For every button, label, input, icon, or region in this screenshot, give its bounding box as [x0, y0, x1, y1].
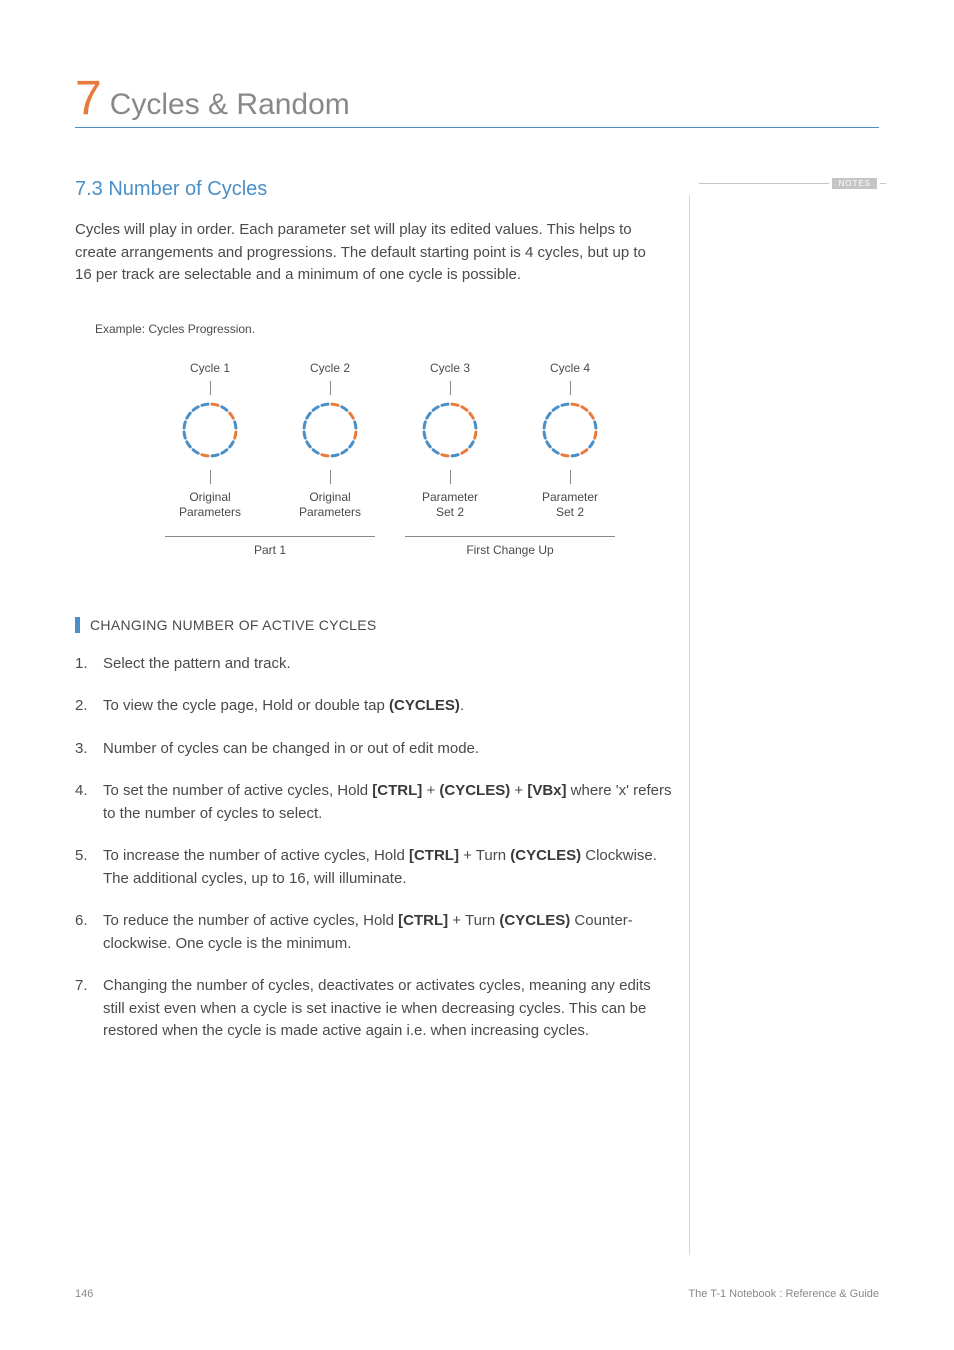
- step-item: 6.To reduce the number of active cycles,…: [75, 910, 675, 955]
- step-body: Number of cycles can be changed in or ou…: [103, 738, 675, 761]
- cycle-top-label: Cycle 3: [430, 361, 470, 375]
- cycle-ring: [299, 399, 361, 466]
- step-item: 5.To increase the number of active cycle…: [75, 845, 675, 890]
- group-line: [405, 536, 615, 537]
- tick-line: [450, 381, 451, 395]
- notes-divider: NOTES: [699, 178, 886, 189]
- section-title: 7.3 Number of Cycles: [75, 178, 267, 201]
- step-body: To view the cycle page, Hold or double t…: [103, 695, 675, 718]
- chapter-header: 7 Cycles & Random: [75, 75, 879, 128]
- step-body: To set the number of active cycles, Hold…: [103, 780, 675, 825]
- step-item: 2.To view the cycle page, Hold or double…: [75, 695, 675, 718]
- step-item: 7.Changing the number of cycles, deactiv…: [75, 975, 675, 1043]
- cycle-top-label: Cycle 2: [310, 361, 350, 375]
- diagram-group: First Change Up: [405, 536, 615, 557]
- step-number: 7.: [75, 975, 103, 1043]
- subhead-bar: [75, 617, 80, 633]
- diagram-group: Part 1: [165, 536, 375, 557]
- cycle-param-label: OriginalParameters: [299, 490, 361, 521]
- cycle-top-label: Cycle 4: [550, 361, 590, 375]
- step-body: Changing the number of cycles, deactivat…: [103, 975, 675, 1043]
- step-number: 5.: [75, 845, 103, 890]
- cycle-ring: [419, 399, 481, 466]
- tick-line: [570, 381, 571, 395]
- tick-line: [330, 381, 331, 395]
- cycle-column: Cycle 4 ParameterSet 2: [525, 361, 615, 521]
- notes-rule-end: [880, 183, 886, 184]
- step-body: Select the pattern and track.: [103, 653, 675, 676]
- notes-rule: [699, 183, 829, 184]
- cycle-ring: [179, 399, 241, 466]
- page-footer: 146 The T-1 Notebook : Reference & Guide: [75, 1288, 879, 1300]
- cycle-ring: [539, 399, 601, 466]
- cycle-param-label: OriginalParameters: [179, 490, 241, 521]
- cycle-ring-icon: [299, 399, 361, 461]
- tick-line: [450, 470, 451, 484]
- step-number: 2.: [75, 695, 103, 718]
- intro-paragraph: Cycles will play in order. Each paramete…: [75, 219, 655, 287]
- tick-line: [210, 381, 211, 395]
- step-number: 6.: [75, 910, 103, 955]
- notes-column: [689, 195, 879, 1255]
- step-body: To reduce the number of active cycles, H…: [103, 910, 675, 955]
- chapter-number: 7: [75, 75, 102, 123]
- cycle-param-label: ParameterSet 2: [422, 490, 478, 521]
- group-label: Part 1: [165, 543, 375, 557]
- cycle-column: Cycle 3 ParameterSet 2: [405, 361, 495, 521]
- tick-line: [330, 470, 331, 484]
- step-item: 1.Select the pattern and track.: [75, 653, 675, 676]
- cycle-ring-icon: [539, 399, 601, 461]
- doc-title: The T-1 Notebook : Reference & Guide: [688, 1288, 879, 1300]
- cycle-column: Cycle 1 OriginalParameters: [165, 361, 255, 521]
- group-label: First Change Up: [405, 543, 615, 557]
- subhead-text: CHANGING NUMBER OF ACTIVE CYCLES: [90, 617, 377, 633]
- chapter-title: Cycles & Random: [110, 88, 350, 122]
- step-number: 3.: [75, 738, 103, 761]
- cycle-ring-icon: [419, 399, 481, 461]
- tick-line: [210, 470, 211, 484]
- page-number: 146: [75, 1288, 93, 1300]
- step-item: 4.To set the number of active cycles, Ho…: [75, 780, 675, 825]
- step-number: 1.: [75, 653, 103, 676]
- step-body: To increase the number of active cycles,…: [103, 845, 675, 890]
- cycle-param-label: ParameterSet 2: [542, 490, 598, 521]
- group-line: [165, 536, 375, 537]
- steps-list: 1.Select the pattern and track.2.To view…: [75, 653, 675, 1043]
- tick-line: [570, 470, 571, 484]
- cycle-ring-icon: [179, 399, 241, 461]
- cycle-column: Cycle 2 OriginalParameters: [285, 361, 375, 521]
- step-number: 4.: [75, 780, 103, 825]
- step-item: 3.Number of cycles can be changed in or …: [75, 738, 675, 761]
- cycle-top-label: Cycle 1: [190, 361, 230, 375]
- notes-tag: NOTES: [832, 178, 877, 189]
